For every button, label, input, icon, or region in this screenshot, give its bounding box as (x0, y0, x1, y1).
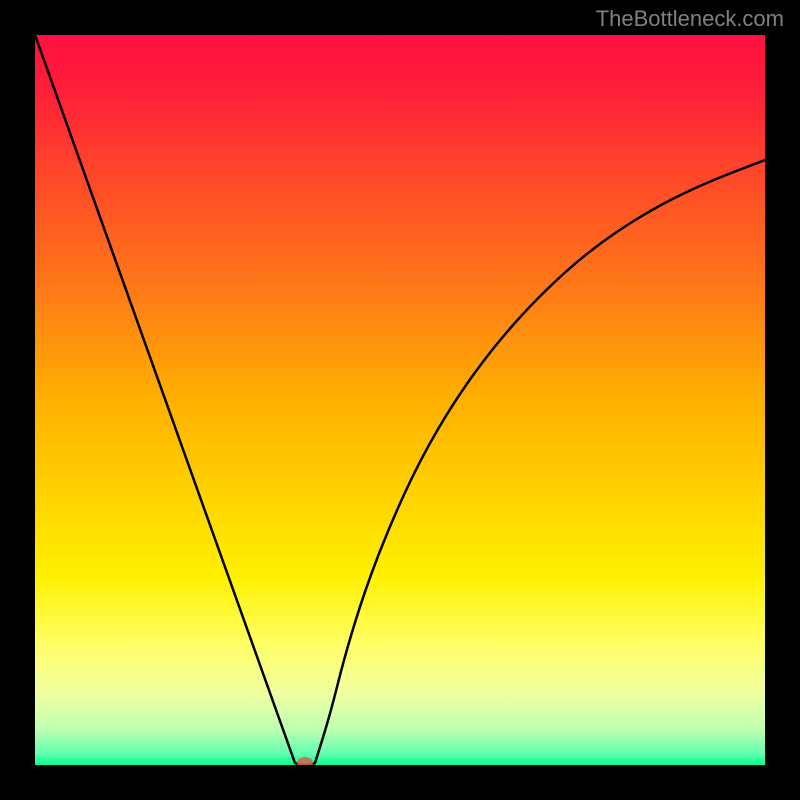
watermark-text: TheBottleneck.com (596, 6, 784, 32)
gradient-background (35, 35, 765, 765)
plot-svg (35, 35, 765, 765)
chart-container: TheBottleneck.com (0, 0, 800, 800)
plot-area (35, 35, 765, 765)
